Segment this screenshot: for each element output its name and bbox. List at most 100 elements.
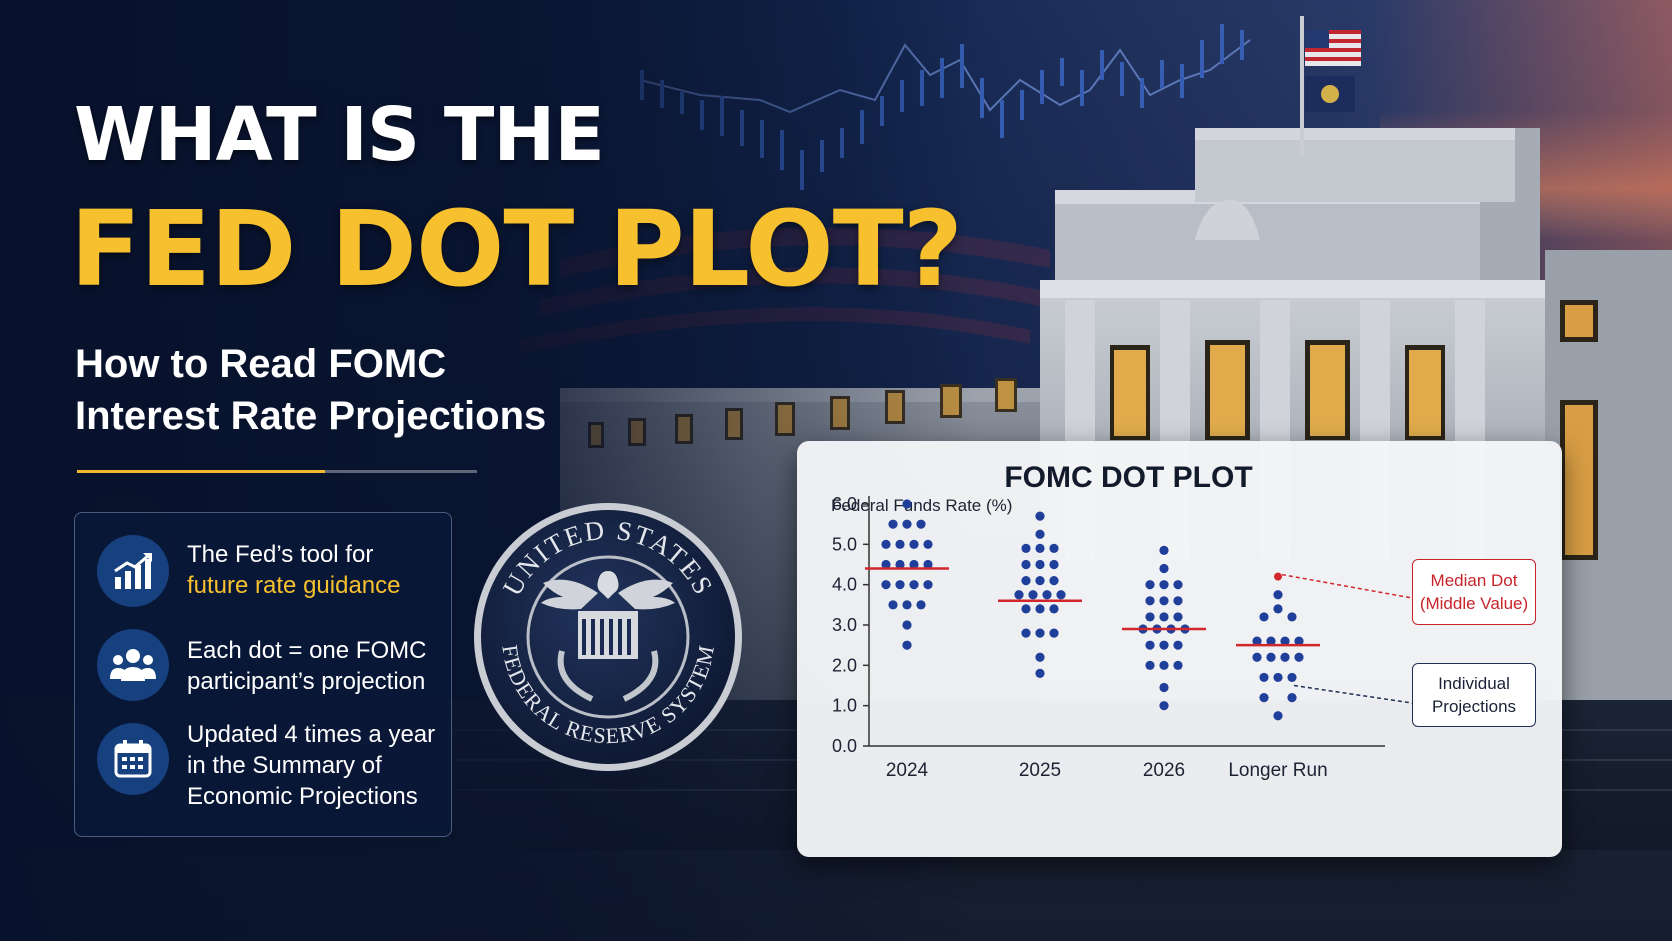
individual-callout-line1: Individual — [1438, 674, 1510, 693]
info-text-tool-highlight: future rate guidance — [187, 572, 401, 599]
info-panel: The Fed’s tool for future rate guidance … — [74, 512, 452, 837]
projection-dot — [1035, 529, 1045, 539]
federal-reserve-seal: UNITED STATES FEDERAL RESERVE SYSTEM — [474, 503, 742, 771]
headline-line1: WHAT IS THE — [74, 92, 605, 178]
projection-dot — [895, 559, 905, 570]
projection-dot — [1294, 636, 1304, 646]
projection-dot — [1035, 576, 1045, 586]
y-tick-label: 0.0 — [832, 736, 857, 756]
info-text-dot: Each dot = one FOMC participant’s projec… — [187, 637, 427, 695]
projection-dot — [902, 600, 912, 610]
y-tick-label: 2.0 — [832, 655, 857, 675]
individual-callout-connector — [1293, 684, 1413, 704]
projection-dot — [1056, 590, 1066, 600]
y-tick-label: 5.0 — [832, 534, 857, 554]
y-tick-label: 3.0 — [832, 615, 857, 635]
projection-dot — [1145, 640, 1155, 650]
projection-dot — [1035, 604, 1045, 614]
subtitle-line2: Interest Rate Projections — [75, 394, 547, 438]
people-icon — [97, 629, 169, 701]
projection-dot — [1159, 563, 1169, 574]
projection-dot — [1294, 652, 1304, 662]
projection-dot — [881, 559, 891, 570]
projection-dot — [1145, 612, 1155, 622]
subtitle: How to Read FOMC Interest Rate Projectio… — [75, 338, 635, 442]
projection-dot — [1035, 628, 1045, 638]
projection-dot — [909, 559, 919, 570]
projection-dot — [1273, 590, 1283, 600]
projection-dot — [1173, 660, 1183, 670]
projection-dot — [1028, 590, 1038, 600]
chart-title: FOMC DOT PLOT — [1004, 461, 1253, 494]
projection-dot — [895, 580, 905, 590]
projection-dot — [1145, 580, 1155, 590]
info-text-tool: The Fed’s tool for future rate guidance — [187, 539, 457, 601]
median-dot-callout: Median Dot (Middle Value) — [1412, 559, 1536, 625]
projection-dot — [923, 580, 933, 590]
projection-dot — [1159, 701, 1169, 711]
projection-dot — [1145, 660, 1155, 670]
projection-dot — [1049, 559, 1059, 570]
chart-y-axis-label: Federal Funds Rate (%) — [831, 496, 1013, 515]
projection-dot — [902, 620, 912, 630]
projection-dot — [1159, 612, 1169, 622]
median-callout-line2: (Middle Value) — [1419, 594, 1529, 613]
projection-dot — [1173, 596, 1183, 606]
projection-dot — [1035, 511, 1045, 521]
projection-dot — [1159, 660, 1169, 670]
median-callout-line1: Median Dot — [1430, 571, 1518, 590]
info-text-updated: Updated 4 times a year in the Summary of… — [187, 721, 436, 810]
projection-dot — [1035, 543, 1045, 553]
projection-dot — [888, 519, 898, 529]
y-tick-label: 4.0 — [832, 575, 857, 595]
projection-dot — [1021, 543, 1031, 553]
dot-plot-card: FOMC DOT PLOT Federal Funds Rate (%) 0.0… — [797, 441, 1562, 857]
projection-dot — [895, 539, 905, 549]
bar-chart-icon — [97, 535, 169, 607]
projection-dot — [1173, 640, 1183, 650]
projection-dot — [1014, 590, 1024, 600]
y-tick-label: 6.0 — [832, 494, 857, 514]
projection-dot — [1259, 612, 1269, 622]
projection-dot — [1021, 559, 1031, 570]
projection-dot — [1273, 604, 1283, 614]
projection-dot — [1042, 590, 1052, 600]
projection-dot — [1049, 604, 1059, 614]
projection-dot — [1280, 636, 1290, 646]
projection-dot — [1173, 580, 1183, 590]
projection-dot — [1273, 672, 1283, 683]
info-text-tool-line: The Fed’s tool for — [187, 541, 374, 568]
projection-dot — [1049, 543, 1059, 553]
projection-dot — [1259, 672, 1269, 683]
x-tick-label: 2025 — [1019, 760, 1061, 781]
x-tick-label: 2024 — [886, 760, 929, 781]
projection-dot — [909, 539, 919, 549]
headline-line2: FED DOT PLOT? — [70, 188, 963, 310]
individual-projections-callout: Individual Projections — [1412, 663, 1536, 727]
projection-dot — [1159, 545, 1169, 555]
projection-dot — [1252, 636, 1262, 646]
projection-dot — [1145, 596, 1155, 606]
median-callout-connector — [1281, 573, 1413, 599]
subtitle-line1: How to Read FOMC — [75, 342, 447, 386]
x-tick-label: Longer Run — [1228, 760, 1327, 781]
projection-dot — [1035, 559, 1045, 570]
projection-dot — [1021, 604, 1031, 614]
projection-dot — [1159, 596, 1169, 606]
projection-dot — [909, 580, 919, 590]
projection-dot — [1252, 652, 1262, 662]
projection-dot — [916, 600, 926, 610]
projection-dot — [923, 539, 933, 549]
projection-dot — [1287, 612, 1297, 622]
projection-dot — [1266, 636, 1276, 646]
projection-dot — [916, 519, 926, 529]
projection-dot — [1287, 672, 1297, 683]
projection-dot — [1159, 580, 1169, 590]
projection-dot — [1021, 576, 1031, 586]
projection-dot — [1049, 576, 1059, 586]
x-tick-label: 2026 — [1143, 760, 1185, 781]
projection-dot — [923, 559, 933, 570]
projection-dot — [1287, 693, 1297, 703]
median-marker-dot — [1274, 572, 1282, 581]
projection-dot — [1273, 711, 1283, 721]
